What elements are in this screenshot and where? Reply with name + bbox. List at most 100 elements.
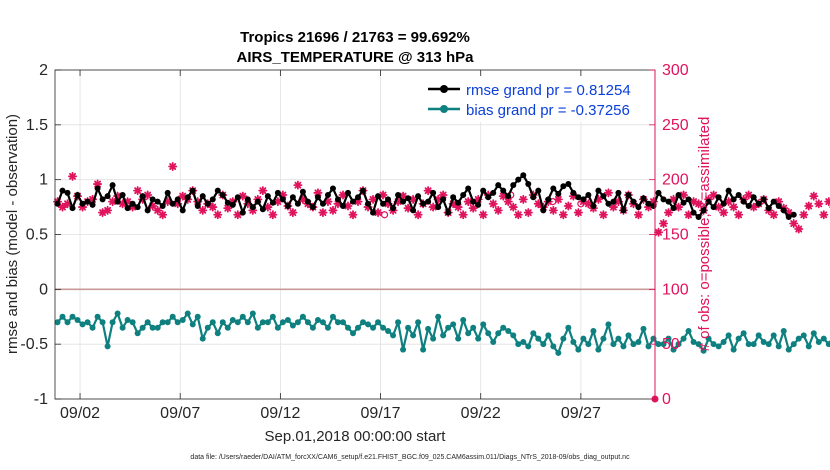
bias-point xyxy=(485,330,492,337)
obs-star-stroke xyxy=(324,198,332,206)
obs-count-point xyxy=(423,186,433,196)
obs-star-stroke xyxy=(149,202,157,210)
rmse-point xyxy=(455,199,462,206)
rmse-point xyxy=(785,213,792,220)
bias-point xyxy=(119,324,126,331)
data-file-footnote: data file: /Users/raeder/DAI/ATM_forcXX/… xyxy=(190,454,630,461)
chart-title-line2: AIRS_TEMPERATURE @ 313 hPa xyxy=(237,49,475,66)
obs-count-point xyxy=(198,205,208,215)
rmse-point xyxy=(715,194,722,201)
rmse-point xyxy=(690,209,697,216)
rmse-point xyxy=(425,198,432,205)
rmse-point xyxy=(124,205,131,212)
rmse-point xyxy=(625,192,632,199)
bias-point xyxy=(515,341,522,348)
bias-point xyxy=(545,332,552,339)
obs-star-stroke xyxy=(494,206,502,214)
obs-count-point xyxy=(488,199,498,209)
bias-point xyxy=(465,330,472,337)
obs-count-point xyxy=(103,205,113,215)
rmse-point xyxy=(84,198,91,205)
bias-point xyxy=(114,310,121,317)
obs-star-stroke xyxy=(524,209,532,217)
obs-star-stroke xyxy=(504,198,512,206)
legend-bias-marker xyxy=(440,105,448,113)
rmse-point xyxy=(685,196,692,203)
obs-star-stroke xyxy=(489,200,497,208)
bias-point xyxy=(525,343,532,350)
rmse-point xyxy=(174,196,181,203)
obs-star-stroke xyxy=(790,220,798,227)
rmse-point xyxy=(109,182,116,189)
rmse-point xyxy=(790,211,797,218)
rmse-point xyxy=(525,181,532,188)
bias-point xyxy=(605,321,612,328)
bias-point xyxy=(625,332,632,339)
rmse-point xyxy=(114,198,121,205)
rmse-point xyxy=(450,194,457,201)
obs-star-stroke xyxy=(805,202,813,210)
rmse-point xyxy=(740,198,747,205)
obs-count-point xyxy=(293,180,303,190)
rmse-point xyxy=(475,201,482,208)
rmse-point xyxy=(164,189,171,196)
obs-count-point xyxy=(598,210,608,220)
bias-point xyxy=(430,335,437,342)
y-tick-label: 0 xyxy=(39,281,48,298)
rmse-point xyxy=(294,200,301,207)
rmse-point xyxy=(760,196,767,203)
bias-point xyxy=(620,343,627,350)
bias-point xyxy=(765,341,772,348)
rmse-point xyxy=(254,198,261,205)
obs-star-stroke xyxy=(379,191,387,199)
obs-star-stroke xyxy=(409,195,417,203)
bias-point xyxy=(470,324,477,331)
obs-count-point xyxy=(288,208,298,218)
obs-star-stroke xyxy=(59,203,66,211)
obs-star-stroke xyxy=(314,189,322,197)
bias-point xyxy=(500,324,507,331)
x-axis-ticks: 09/02 09/07 09/12 09/17 09/22 09/27 xyxy=(60,70,601,422)
bias-point xyxy=(780,328,787,335)
rmse-point xyxy=(675,192,682,199)
rmse-point xyxy=(274,189,281,196)
rmse-point xyxy=(385,196,392,203)
y-tick-label: -1 xyxy=(34,391,48,408)
rmse-point xyxy=(159,202,166,209)
rmse-point xyxy=(710,204,717,211)
obs-star-stroke xyxy=(750,203,758,211)
obs-star-stroke xyxy=(349,211,357,219)
obs-star-stroke xyxy=(554,195,562,203)
rmse-point xyxy=(610,198,617,205)
obs-star-stroke xyxy=(459,211,467,219)
rmse-point xyxy=(219,192,226,199)
obs-count-point xyxy=(664,208,674,218)
chart-title-line1: Tropics 21696 / 21763 = 99.692% xyxy=(240,29,470,46)
obs-count-point xyxy=(263,202,273,212)
obs-count-point xyxy=(348,210,358,220)
bias-point xyxy=(299,313,306,320)
rmse-point xyxy=(695,213,702,220)
bias-point xyxy=(144,319,151,326)
bias-point xyxy=(550,343,557,350)
obs-star-stroke xyxy=(289,209,297,217)
rmse-point xyxy=(470,198,477,205)
obs-star-stroke xyxy=(179,192,187,200)
rmse-point xyxy=(314,194,321,201)
rmse-point xyxy=(595,187,602,194)
obs-count-point xyxy=(233,210,243,220)
obs-star-stroke xyxy=(800,211,808,219)
rmse-point xyxy=(289,194,296,201)
bias-point xyxy=(319,319,326,326)
rmse-point xyxy=(189,187,196,194)
bias-point xyxy=(64,319,71,326)
rmse-point xyxy=(565,181,572,188)
obs-count-point xyxy=(493,205,503,215)
bias-point xyxy=(74,317,81,324)
obs-star-stroke xyxy=(104,206,112,214)
bias-point xyxy=(460,317,467,324)
rmse-point xyxy=(680,199,687,206)
rmse-point xyxy=(480,187,487,194)
obs-count-point xyxy=(694,199,704,209)
obs-star-stroke xyxy=(329,206,337,214)
